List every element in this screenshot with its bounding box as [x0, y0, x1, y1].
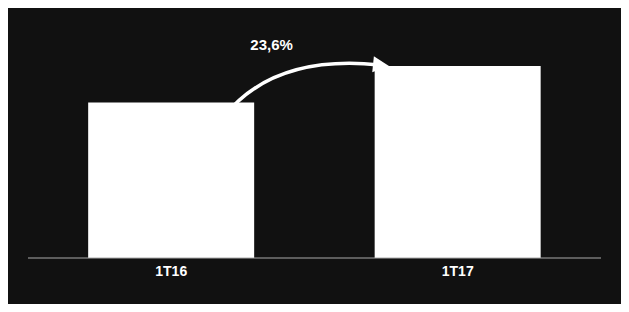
svg-text:23,6%: 23,6%: [250, 36, 293, 53]
svg-text:1T16: 1T16: [155, 263, 187, 279]
svg-text:1T17: 1T17: [442, 263, 474, 279]
